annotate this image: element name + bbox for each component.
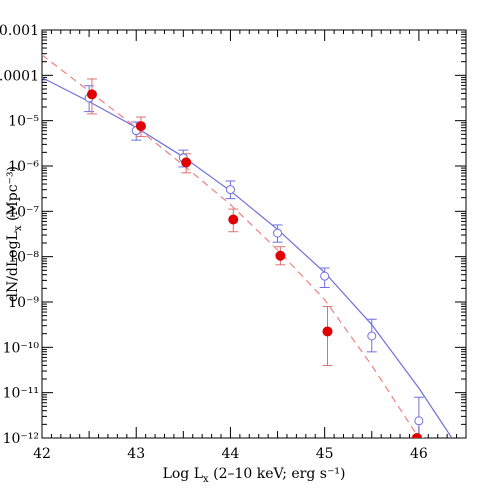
filled-circle-point	[181, 157, 192, 168]
x-tick-label: 45	[316, 446, 334, 462]
open-circle-point	[414, 416, 424, 426]
y-axis-ticks: 0.001 0.0001 10⁻⁵ 10⁻⁶ 10⁻⁷ 10⁻⁸ 10⁻⁹ 10⁻¹⁰ 10⁻¹…	[0, 23, 466, 447]
plot-border	[41, 29, 467, 439]
filled-circle-point	[412, 433, 423, 438]
filled-circle-point	[135, 121, 146, 132]
y-tick-label: 10⁻⁹	[8, 295, 39, 311]
y-tick-label: 10⁻¹¹	[3, 386, 39, 402]
y-tick-label: 10⁻⁵	[8, 114, 39, 130]
x-tick-label: 42	[33, 446, 51, 462]
y-tick-label: 10⁻⁷	[8, 204, 39, 220]
fit-curves	[42, 54, 453, 438]
y-tick-label: 10⁻⁸	[8, 250, 39, 266]
filled-circle-point	[275, 250, 286, 261]
filled-circle-point	[228, 214, 239, 225]
open-circle-point	[320, 271, 330, 281]
filled-circle-point	[86, 89, 97, 100]
data-markers	[84, 89, 424, 438]
y-tick-label: 0.001	[0, 23, 39, 39]
y-tick-label: 10⁻⁶	[8, 159, 39, 175]
y-axis-title: dN/dLogLx (Mpc⁻³)	[5, 166, 24, 302]
y-tick-label: 10⁻¹⁰	[3, 340, 40, 356]
open-circle-point	[225, 185, 235, 195]
open-circle-point	[367, 331, 377, 341]
x-tick-label: 43	[127, 446, 145, 462]
y-tick-label: 10⁻¹²	[3, 431, 39, 447]
filled-circle-point	[322, 326, 333, 337]
solid-fit-curve	[42, 77, 453, 438]
plot-frame	[41, 29, 467, 439]
x-tick-label: 44	[222, 446, 240, 462]
x-axis-title: Log Lx (2–10 keV; erg s⁻¹)	[163, 466, 346, 485]
y-tick-label: 0.0001	[0, 68, 39, 84]
x-axis-ticks: 42 43 44 45 46	[33, 30, 467, 462]
open-circle-point	[273, 228, 283, 238]
dashed-fit-curve	[42, 54, 420, 438]
x-tick-label: 46	[410, 446, 428, 462]
